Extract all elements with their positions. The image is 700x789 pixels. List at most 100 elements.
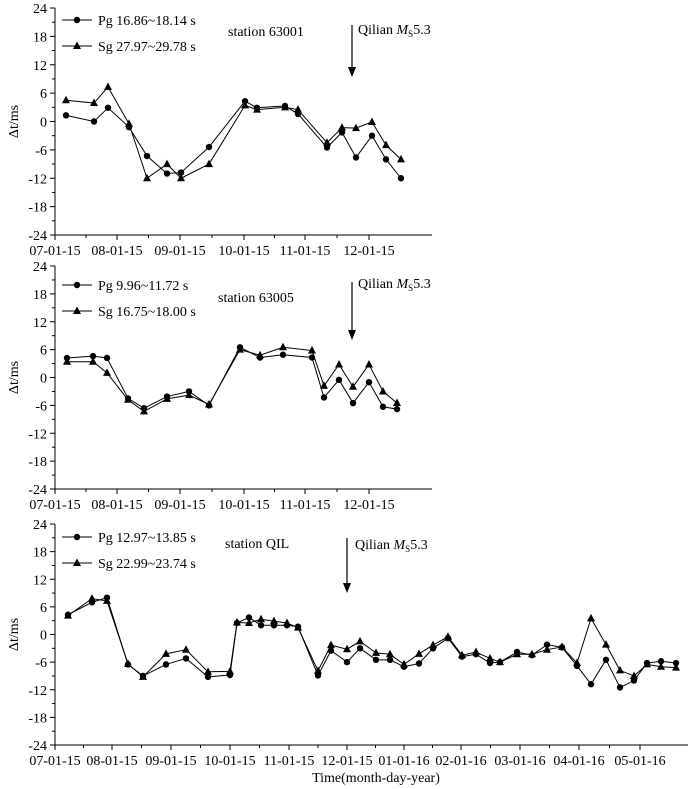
data-point-circle [372,656,380,664]
series-line-1 [65,86,402,180]
data-point-circle [204,673,212,681]
data-point-triangle [657,662,665,670]
data-point-triangle [400,659,408,668]
data-point-triangle [163,394,171,402]
y-tick-label: 18 [33,30,47,45]
series-line-1 [67,346,398,413]
x-tick-label: 09-01-15 [154,498,205,513]
y-tick-label: 0 [40,629,47,644]
data-point-circle [368,132,376,139]
x-axis-label: Time(month-day-year) [312,771,440,786]
chart-panel-qil: -24 -18 -12 -6 0 6 12 18 24 07-01-15 08-01-15 09-01… [7,518,688,769]
data-point-circle [379,403,387,410]
y-tick-label: -24 [28,229,47,244]
data-point-triangle [513,649,521,658]
y-tick-label: -12 [28,427,47,442]
x-tick-label: 11-01-15 [264,754,315,769]
data-point-circle [397,175,405,182]
y-tick-label: 0 [40,372,47,387]
data-point-triangle [281,102,289,111]
legend-marker-circle [73,281,81,289]
data-point-triangle [270,616,278,625]
data-point-triangle [429,640,437,649]
x-tick-label: 08-01-15 [91,498,142,513]
data-point-circle [393,405,401,413]
data-point-circle [543,641,551,648]
data-point-triangle [283,618,291,626]
data-point-triangle [486,653,494,662]
x-tick-label: 08-01-15 [91,244,142,259]
data-point-circle [62,112,70,119]
data-point-triangle [386,649,394,658]
legend-marker-circle [73,16,81,24]
data-point-triangle [368,117,376,125]
data-point-triangle [327,640,335,649]
event-magnitude-sub: S [408,283,413,293]
y-tick-label: 0 [40,116,47,131]
y-tick-label: -18 [28,201,47,216]
event-arrow-head [348,330,356,340]
data-point-circle [338,129,346,136]
data-point-triangle [241,100,249,109]
event-magnitude-value: 5.3 [410,538,428,553]
data-point-circle [163,170,171,177]
data-point-triangle [63,357,71,365]
data-point-circle [386,656,394,664]
chart-panel-63001: -24 -18 -12 -6 0 6 12 18 24 07-01-15 08-01-15 09-01… [7,2,432,259]
data-point-circle [365,378,373,386]
x-tick-label: 11-01-15 [280,498,331,513]
event-magnitude: M [396,23,410,38]
data-point-triangle [162,649,170,657]
data-point-circle [356,645,364,652]
station-label: station 63005 [218,291,294,306]
event-arrow-head [343,583,351,593]
x-tick-label: 07-01-15 [29,498,80,513]
data-point-circle [657,658,665,665]
data-point-circle [382,156,390,163]
data-point-triangle [393,398,401,407]
data-point-triangle [143,173,151,182]
data-point-triangle [294,105,302,113]
event-magnitude: M [393,538,407,553]
x-tick-label: 08-01-15 [86,754,137,769]
data-point-triangle [528,649,536,658]
event-label: Qilian MS5.3 [358,23,431,39]
data-point-triangle [257,614,265,623]
data-point-triangle [226,666,234,675]
data-point-triangle [382,140,390,149]
y-tick-label: -6 [35,399,47,414]
data-point-triangle [308,346,316,354]
data-point-triangle [256,350,264,359]
data-point-circle [177,169,185,176]
data-point-triangle [349,382,357,390]
y-tick-label: 18 [33,288,47,303]
data-point-triangle [320,381,328,389]
data-point-triangle [335,359,343,368]
data-point-circle [352,154,360,161]
x-tick-label: 10-01-15 [218,498,269,513]
x-tick-label: 10-01-15 [204,754,255,769]
y-tick-label: 24 [33,518,47,533]
x-tick-label: 12-01-15 [343,244,394,259]
data-point-triangle [587,613,595,622]
x-tick-label: 12-01-15 [343,498,394,513]
series-line-0 [67,597,677,689]
x-tick-label: 07-01-15 [29,244,80,259]
data-point-circle [245,614,253,621]
x-tick-label: 05-01-16 [614,754,665,769]
event-magnitude-value: 5.3 [413,23,431,38]
data-point-triangle [352,123,360,132]
series-line-1 [67,598,677,678]
event-name: Qilian [355,538,394,553]
data-point-circle [616,684,624,691]
data-point-circle [349,399,357,407]
x-tick-label: 07-01-15 [29,754,80,769]
data-point-triangle [372,648,380,656]
legend-marker-triangle [73,41,81,49]
legend-label: Pg 12.97~13.85 s [98,531,196,546]
data-point-circle [335,376,343,384]
y-tick-label: 24 [33,2,47,17]
data-point-triangle [64,611,72,619]
data-point-triangle [630,671,638,679]
data-point-triangle [233,618,241,626]
